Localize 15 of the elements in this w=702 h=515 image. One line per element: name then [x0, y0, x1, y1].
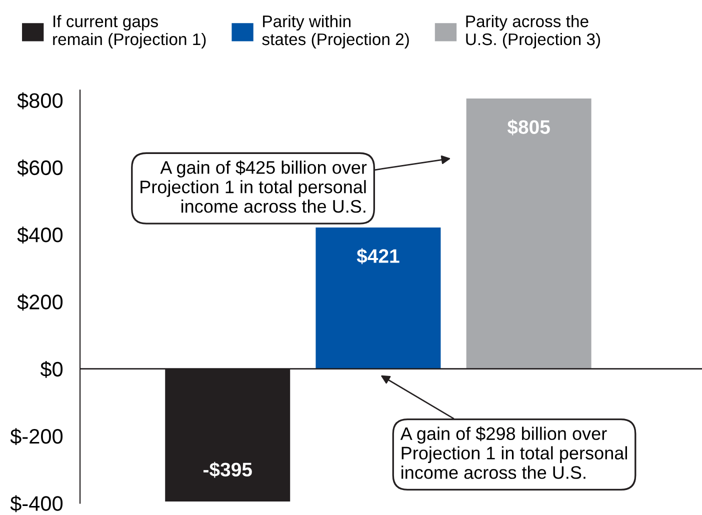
y-tick-label: $400: [17, 226, 63, 244]
y-tick-label: $800: [17, 92, 63, 110]
annotation: A gain of $298 billion over Projection 1 in total personal income across the U.S.: [400, 426, 627, 479]
legend-label: Parity across the U.S. (Projection 3): [466, 15, 600, 48]
data-label: $805: [507, 119, 550, 136]
y-tick-label: $600: [17, 159, 63, 176]
legend-label: Parity within states (Projection 2): [262, 15, 409, 48]
annotation: A gain of $425 billion over Projection 1 in total personal income across the U.S.: [140, 160, 367, 213]
data-label: -$395: [204, 462, 252, 478]
y-tick-label: $200: [17, 294, 63, 311]
y-tick-label: $0: [40, 360, 63, 378]
legend-label: If current gaps remain (Projection 1): [53, 15, 206, 48]
data-label: $421: [356, 248, 400, 264]
y-tick-label: $-200: [10, 428, 63, 445]
y-tick-label: $-400: [10, 495, 63, 512]
